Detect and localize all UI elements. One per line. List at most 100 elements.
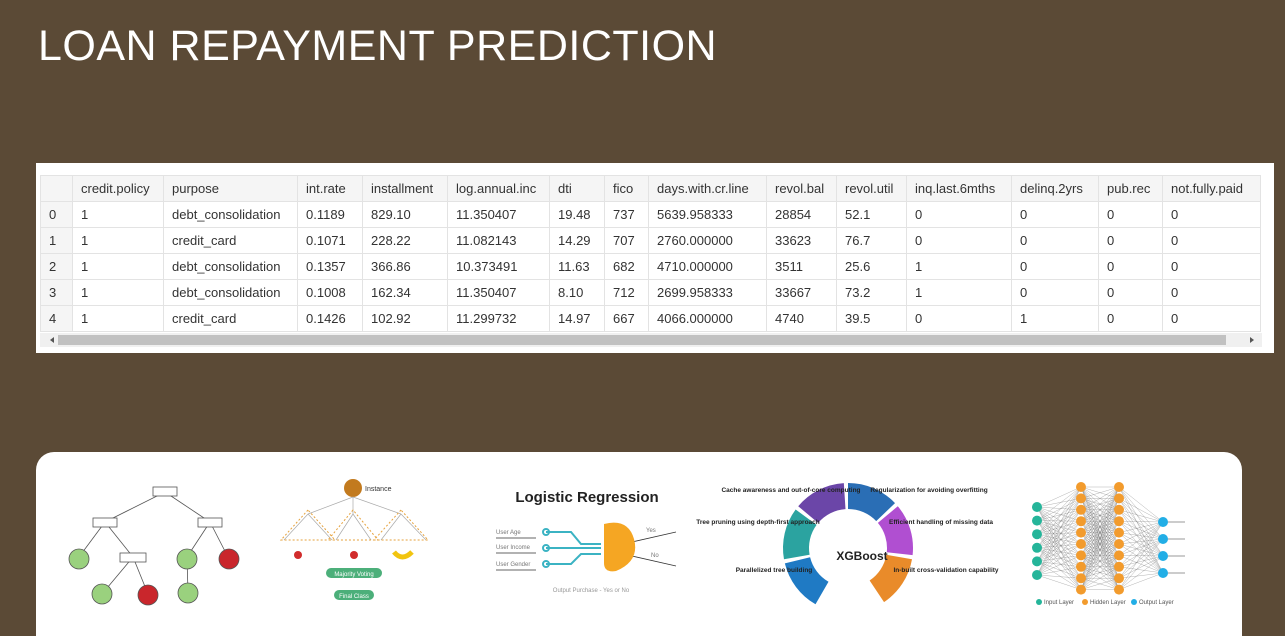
nn-node [1076,482,1086,492]
nn-edge [1036,509,1082,562]
nn-edge [1080,486,1120,522]
table-cell: debt_consolidation [163,253,298,280]
nn-edge [1080,486,1120,590]
table-cell: 4710.000000 [648,253,767,280]
table-cell: 28854 [766,201,837,228]
table-cell: 0 [1162,227,1261,254]
header-row: credit.policy purpose int.rate installment l… [40,175,1261,202]
rf-voting: Majority Voting [334,572,373,578]
slide-title: LOAN REPAYMENT PREDICTION [38,22,718,70]
nn-node [1076,527,1086,538]
nn-edge [1036,520,1082,533]
table-cell: 162.34 [362,279,448,306]
scroll-arrows [50,337,1254,343]
table-cell: 0 [1011,253,1099,280]
nn-edge [1118,509,1164,540]
column-header: purpose [163,175,298,202]
table-cell: 0 [906,201,1012,228]
column-header: log.annual.inc [447,175,550,202]
nn-edge [1036,506,1082,510]
nn-edge [1036,574,1082,590]
lr-output: Yes [646,528,656,534]
table-row: 1 1 credit_card 0.1071 228.22 11.082143 14.29 7… [40,227,1261,254]
nn-node [1114,584,1124,595]
table-cell: debt_consolidation [163,201,298,228]
table-row: 3 1 debt_consolidation 0.1008 162.34 11.35040… [40,279,1261,306]
xgb-feature: Tree pruning using depth-first approach [696,519,820,526]
table-cell: 11.299732 [447,305,550,332]
row-index: 0 [40,201,73,228]
column-header: inq.last.6mths [906,175,1012,202]
nn-edge [1036,498,1082,535]
scroll-thumb[interactable] [58,335,1226,345]
nn-node [1076,539,1086,549]
nn-edge [1036,532,1082,576]
table-cell: 102.92 [362,305,448,332]
scroll-right[interactable] [1250,337,1254,343]
table-cell: 1 [906,253,1012,280]
lr-input: User Income [496,545,531,551]
nn-edge [1118,521,1164,590]
table-cell: 0 [1011,201,1099,228]
table-cell: 0 [1098,227,1163,254]
table-cell: 14.97 [549,305,605,332]
table-cell: 33623 [766,227,837,254]
table-cell: 1 [72,305,164,332]
lr-title: Logistic Regression [515,489,658,506]
nn-node [1158,568,1168,578]
xgboost-labels: XGBoost Cache awareness and out-of-core … [696,487,999,574]
table-cell: 0.1189 [297,201,363,228]
nn-edge [1118,521,1164,533]
nn-edge [1080,486,1120,567]
nn-edge [1036,555,1082,576]
nn-edge [1118,555,1164,590]
nn-edge [1118,538,1164,545]
nn-edge [1036,498,1082,562]
column-header: revol.util [836,175,907,202]
scroll-left[interactable] [50,337,54,343]
nn-edge [1036,521,1082,535]
table-cell: 1 [72,253,164,280]
table-cell: debt_consolidation [163,279,298,306]
nn-node [1114,573,1124,584]
nn-edge [1036,498,1082,548]
table-cell: 1 [72,279,164,306]
data-table: credit.policy purpose int.rate installment l… [40,175,1261,332]
nn-node [1076,504,1086,515]
column-header: revol.bal [766,175,837,202]
nn-edge [1118,521,1164,523]
row-index: 1 [40,227,73,254]
nn-edge [1080,566,1120,590]
nn-edge [1036,547,1082,579]
nn-edge [1080,498,1120,590]
nn-edge [1036,547,1082,556]
nn-edge [1036,520,1082,545]
lr-input: User Age [496,530,521,536]
nn-edge [1118,486,1164,523]
nn-node [1158,534,1168,544]
nn-node [1032,570,1042,580]
nn-edge [1036,506,1082,522]
nn-legend-item: Output Layer [1139,600,1174,606]
nn-node [1032,529,1042,540]
logistic-regression: Logistic Regression User Age User Income… [496,489,677,594]
table-cell: 0 [1162,305,1261,332]
nn-edge [1080,486,1120,579]
nn-edge [1118,572,1164,590]
table-cell: 0 [906,305,1012,332]
table-cell: 0 [1098,201,1163,228]
nn-edge [1118,521,1164,567]
table-cell: 0 [1162,279,1261,306]
nn-edge [1080,486,1120,533]
table-cell: 0.1426 [297,305,363,332]
column-header: credit.policy [72,175,164,202]
row-index: 4 [40,305,73,332]
nn-node [1114,527,1124,538]
table-cell: 829.10 [362,201,448,228]
table-cell: 0 [1011,227,1099,254]
nn-edge [1118,521,1164,579]
table-cell: 0.1357 [297,253,363,280]
nn-edge [1036,543,1082,548]
nn-edge [1118,521,1164,545]
table-cell: 4740 [766,305,837,332]
